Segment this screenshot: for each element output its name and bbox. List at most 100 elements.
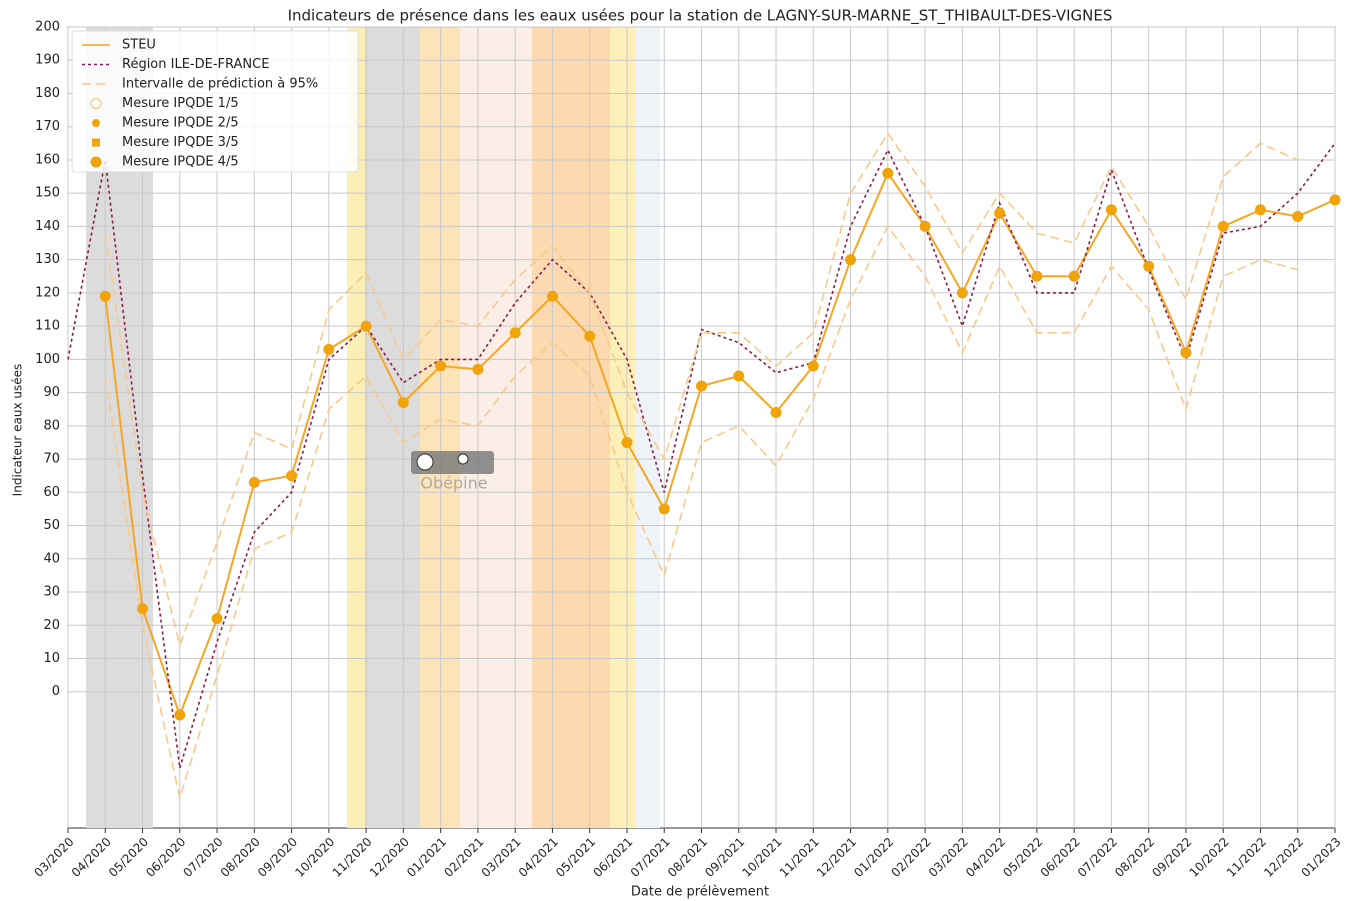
x-tick-label: 07/2020 xyxy=(180,835,225,880)
y-tick-label: 70 xyxy=(43,452,60,467)
data-point xyxy=(510,328,520,338)
x-tick-label: 06/2022 xyxy=(1038,835,1083,880)
y-tick-label: 190 xyxy=(35,53,60,68)
x-tick-label: 01/2021 xyxy=(404,835,449,880)
legend-label: STEU xyxy=(122,38,156,53)
watermark-text: Obépine xyxy=(420,474,487,493)
y-tick-label: 30 xyxy=(43,585,60,600)
x-tick-label: 10/2021 xyxy=(739,835,784,880)
x-tick-label: 02/2021 xyxy=(441,835,486,880)
by-icon xyxy=(458,454,468,464)
legend-label: Région ILE-DE-FRANCE xyxy=(122,57,269,72)
x-tick-label: 12/2021 xyxy=(814,835,859,880)
data-point xyxy=(1106,205,1116,215)
legend-label: Mesure IPQDE 2/5 xyxy=(122,116,239,131)
data-point xyxy=(846,255,856,265)
x-tick-label: 01/2022 xyxy=(851,835,896,880)
legend-label: Mesure IPQDE 4/5 xyxy=(122,155,239,170)
data-point xyxy=(287,471,297,481)
y-tick-label: 200 xyxy=(35,20,60,35)
x-tick-label: 03/2022 xyxy=(926,835,971,880)
x-tick-label: 02/2022 xyxy=(889,835,934,880)
legend-label: Mesure IPQDE 3/5 xyxy=(122,135,239,150)
data-point xyxy=(436,361,446,371)
legend-label: Mesure IPQDE 1/5 xyxy=(122,96,239,111)
x-tick-label: 04/2020 xyxy=(69,835,114,880)
data-point xyxy=(1218,221,1228,231)
data-point xyxy=(659,504,669,514)
data-point xyxy=(398,398,408,408)
data-point xyxy=(622,437,632,447)
data-point xyxy=(1255,205,1265,215)
data-point xyxy=(138,604,148,614)
period-band xyxy=(460,27,532,828)
x-tick-label: 12/2022 xyxy=(1261,835,1306,880)
data-point xyxy=(1330,195,1340,205)
data-point xyxy=(920,221,930,231)
x-tick-label: 09/2021 xyxy=(702,835,747,880)
data-point xyxy=(957,288,967,298)
x-tick-label: 06/2020 xyxy=(143,835,188,880)
x-tick-label: 01/2023 xyxy=(1298,835,1343,880)
y-tick-label: 20 xyxy=(43,618,60,633)
x-tick-label: 07/2022 xyxy=(1075,835,1120,880)
data-point xyxy=(883,168,893,178)
data-point xyxy=(1144,261,1154,271)
x-tick-label: 08/2020 xyxy=(218,835,263,880)
y-tick-label: 90 xyxy=(43,385,60,400)
y-axis-label: Indicateur eaux usées xyxy=(11,364,25,497)
x-tick-label: 10/2022 xyxy=(1187,835,1232,880)
x-tick-label: 09/2020 xyxy=(255,835,300,880)
data-point xyxy=(771,408,781,418)
legend-label: Intervalle de prédiction à 95% xyxy=(122,77,318,92)
y-tick-label: 0 xyxy=(52,684,60,699)
x-tick-label: 10/2020 xyxy=(292,835,337,880)
x-tick-label: 05/2021 xyxy=(553,835,598,880)
period-band xyxy=(532,27,610,828)
x-tick-label: 09/2022 xyxy=(1149,835,1194,880)
x-tick-label: 03/2021 xyxy=(479,835,524,880)
y-tick-label: 130 xyxy=(35,252,60,267)
data-point xyxy=(361,321,371,331)
y-tick-label: 150 xyxy=(35,186,60,201)
x-axis-label: Date de prélèvement xyxy=(631,885,769,900)
x-tick-label: 03/2020 xyxy=(31,835,76,880)
data-point xyxy=(212,614,222,624)
data-point xyxy=(1293,211,1303,221)
x-tick-label: 06/2021 xyxy=(590,835,635,880)
y-tick-label: 180 xyxy=(35,86,60,101)
chart: Indicateurs de présence dans les eaux us… xyxy=(0,0,1350,901)
data-point xyxy=(1069,271,1079,281)
data-point xyxy=(324,344,334,354)
x-tick-label: 12/2020 xyxy=(367,835,412,880)
legend-swatch xyxy=(93,120,100,127)
data-point xyxy=(808,361,818,371)
data-point xyxy=(995,208,1005,218)
x-tick-label: 05/2022 xyxy=(1000,835,1045,880)
data-point xyxy=(585,331,595,341)
x-tick-label: 11/2020 xyxy=(330,835,375,880)
data-point xyxy=(734,371,744,381)
data-point xyxy=(697,381,707,391)
data-point xyxy=(473,364,483,374)
y-tick-label: 140 xyxy=(35,219,60,234)
data-point xyxy=(547,291,557,301)
x-tick-label: 04/2021 xyxy=(516,835,561,880)
data-point xyxy=(1181,348,1191,358)
y-tick-label: 170 xyxy=(35,119,60,134)
x-tick-label: 07/2021 xyxy=(628,835,673,880)
y-tick-label: 110 xyxy=(35,319,60,334)
x-tick-label: 05/2020 xyxy=(106,835,151,880)
x-tick-label: 11/2022 xyxy=(1224,835,1269,880)
x-tick-label: 08/2021 xyxy=(665,835,710,880)
period-band xyxy=(635,27,660,828)
y-tick-label: 80 xyxy=(43,418,60,433)
legend-swatch xyxy=(91,157,101,167)
data-point xyxy=(249,477,259,487)
y-tick-label: 60 xyxy=(43,485,60,500)
period-band xyxy=(365,27,420,828)
cc-icon xyxy=(417,454,433,470)
y-tick-label: 120 xyxy=(35,285,60,300)
data-point xyxy=(175,710,185,720)
y-tick-label: 100 xyxy=(35,352,60,367)
